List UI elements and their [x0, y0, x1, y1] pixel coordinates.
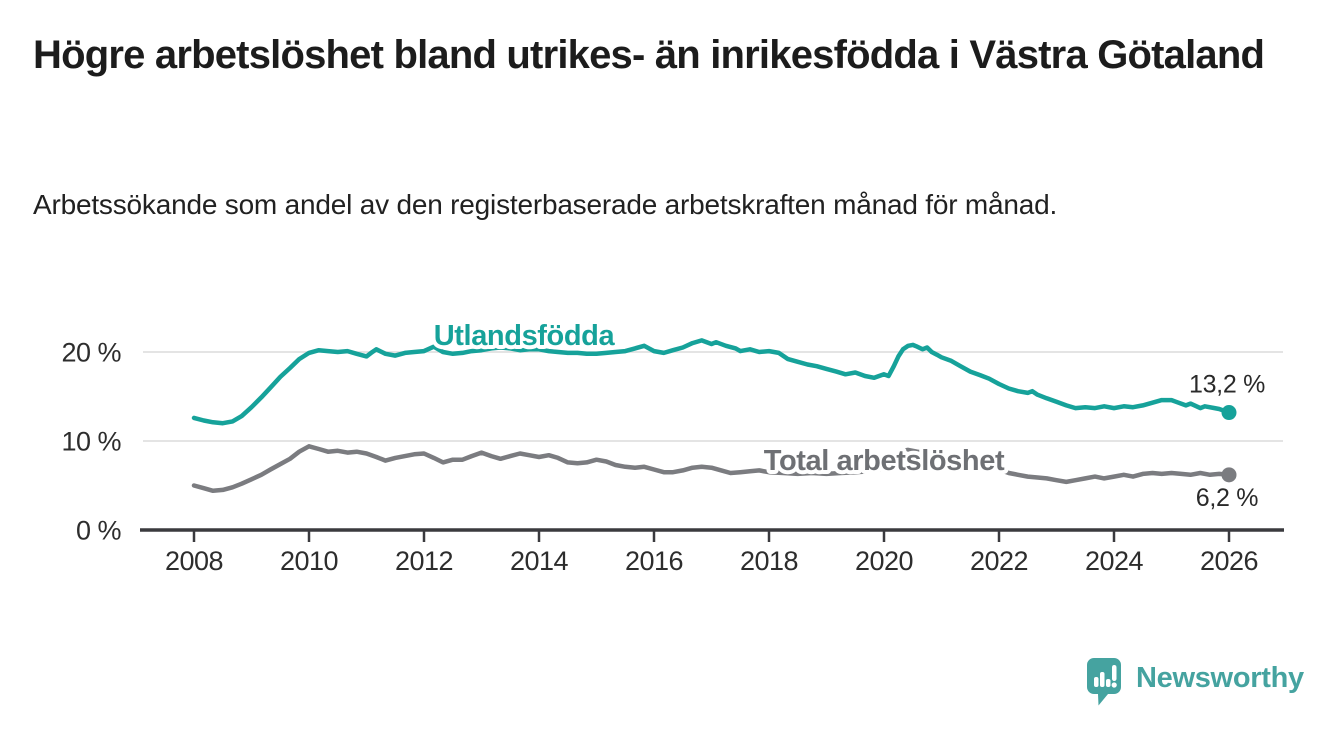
speech-bubble-chart-icon	[1087, 658, 1121, 706]
unemployment-chart: 0 % 10 % 20 % 2008 2010 2012 2014 2016 2018 2020 2…	[61, 316, 1284, 576]
end-value-label: 13,2 %	[1189, 371, 1265, 399]
exclamation-bar	[1112, 665, 1117, 681]
end-dot	[1221, 405, 1237, 421]
series-label-utlandsfodda: Utlandsfödda	[434, 320, 616, 352]
x-tick-label: 2016	[625, 546, 683, 576]
series-line-total	[191, 444, 1232, 494]
x-tick-label: 2018	[740, 546, 798, 576]
x-tick-label: 2008	[165, 546, 223, 576]
bar-short	[1094, 677, 1099, 687]
y-tick-label: 0 %	[76, 515, 122, 545]
x-tick-label: 2010	[280, 546, 338, 576]
x-tick-label: 2014	[510, 546, 569, 576]
series-line-utlandsfodda	[191, 338, 1232, 426]
bar-tall	[1100, 672, 1105, 687]
brand-name: Newsworthy	[1136, 661, 1304, 694]
y-tick-label: 10 %	[61, 426, 121, 456]
newsworthy-logo: Newsworthy	[1086, 657, 1304, 707]
y-tick-label: 20 %	[61, 337, 121, 367]
chart-subtitle: Arbetssökande som andel av den registerb…	[33, 189, 1058, 220]
exclamation-dot	[1111, 682, 1117, 688]
x-tick-label: 2026	[1200, 546, 1258, 576]
x-tick-label: 2020	[855, 546, 913, 576]
series-label-total: Total arbetslöshet	[764, 445, 1005, 477]
end-value-label: 6,2 %	[1196, 484, 1258, 512]
x-tick-label: 2012	[395, 546, 453, 576]
x-tick-label: 2024	[1085, 546, 1144, 576]
end-dot	[1221, 467, 1237, 483]
bar-medium	[1106, 679, 1111, 687]
x-tick-label: 2022	[970, 546, 1028, 576]
page-title: Högre arbetslöshet bland utrikes- än inr…	[33, 33, 1265, 77]
